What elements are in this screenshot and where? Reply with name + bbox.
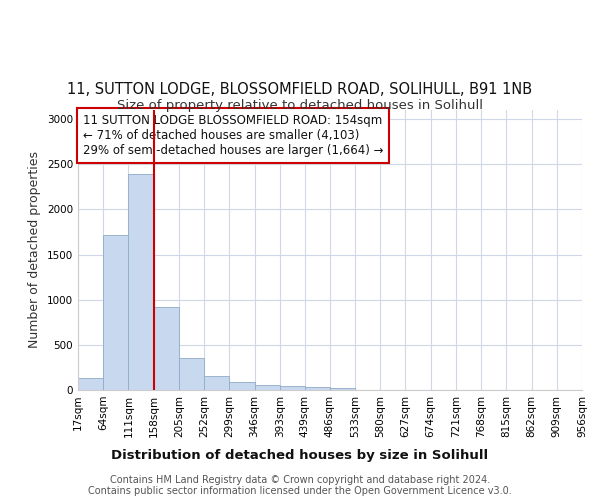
Bar <box>179 358 204 390</box>
Bar <box>229 382 254 390</box>
Bar <box>204 376 229 390</box>
Y-axis label: Number of detached properties: Number of detached properties <box>28 152 41 348</box>
Text: Distribution of detached houses by size in Solihull: Distribution of detached houses by size … <box>112 450 488 462</box>
Bar <box>254 385 280 390</box>
Text: Size of property relative to detached houses in Solihull: Size of property relative to detached ho… <box>117 100 483 112</box>
Bar <box>128 174 154 390</box>
Bar <box>103 234 128 390</box>
Bar <box>280 386 305 390</box>
Text: Contains HM Land Registry data © Crown copyright and database right 2024.: Contains HM Land Registry data © Crown c… <box>110 475 490 485</box>
Text: 11, SUTTON LODGE, BLOSSOMFIELD ROAD, SOLIHULL, B91 1NB: 11, SUTTON LODGE, BLOSSOMFIELD ROAD, SOL… <box>67 82 533 98</box>
Bar <box>154 307 179 390</box>
Bar <box>305 388 330 390</box>
Text: 11 SUTTON LODGE BLOSSOMFIELD ROAD: 154sqm
← 71% of detached houses are smaller (: 11 SUTTON LODGE BLOSSOMFIELD ROAD: 154sq… <box>83 114 383 157</box>
Bar <box>330 388 355 390</box>
Text: Contains public sector information licensed under the Open Government Licence v3: Contains public sector information licen… <box>88 486 512 496</box>
Bar <box>78 378 103 390</box>
